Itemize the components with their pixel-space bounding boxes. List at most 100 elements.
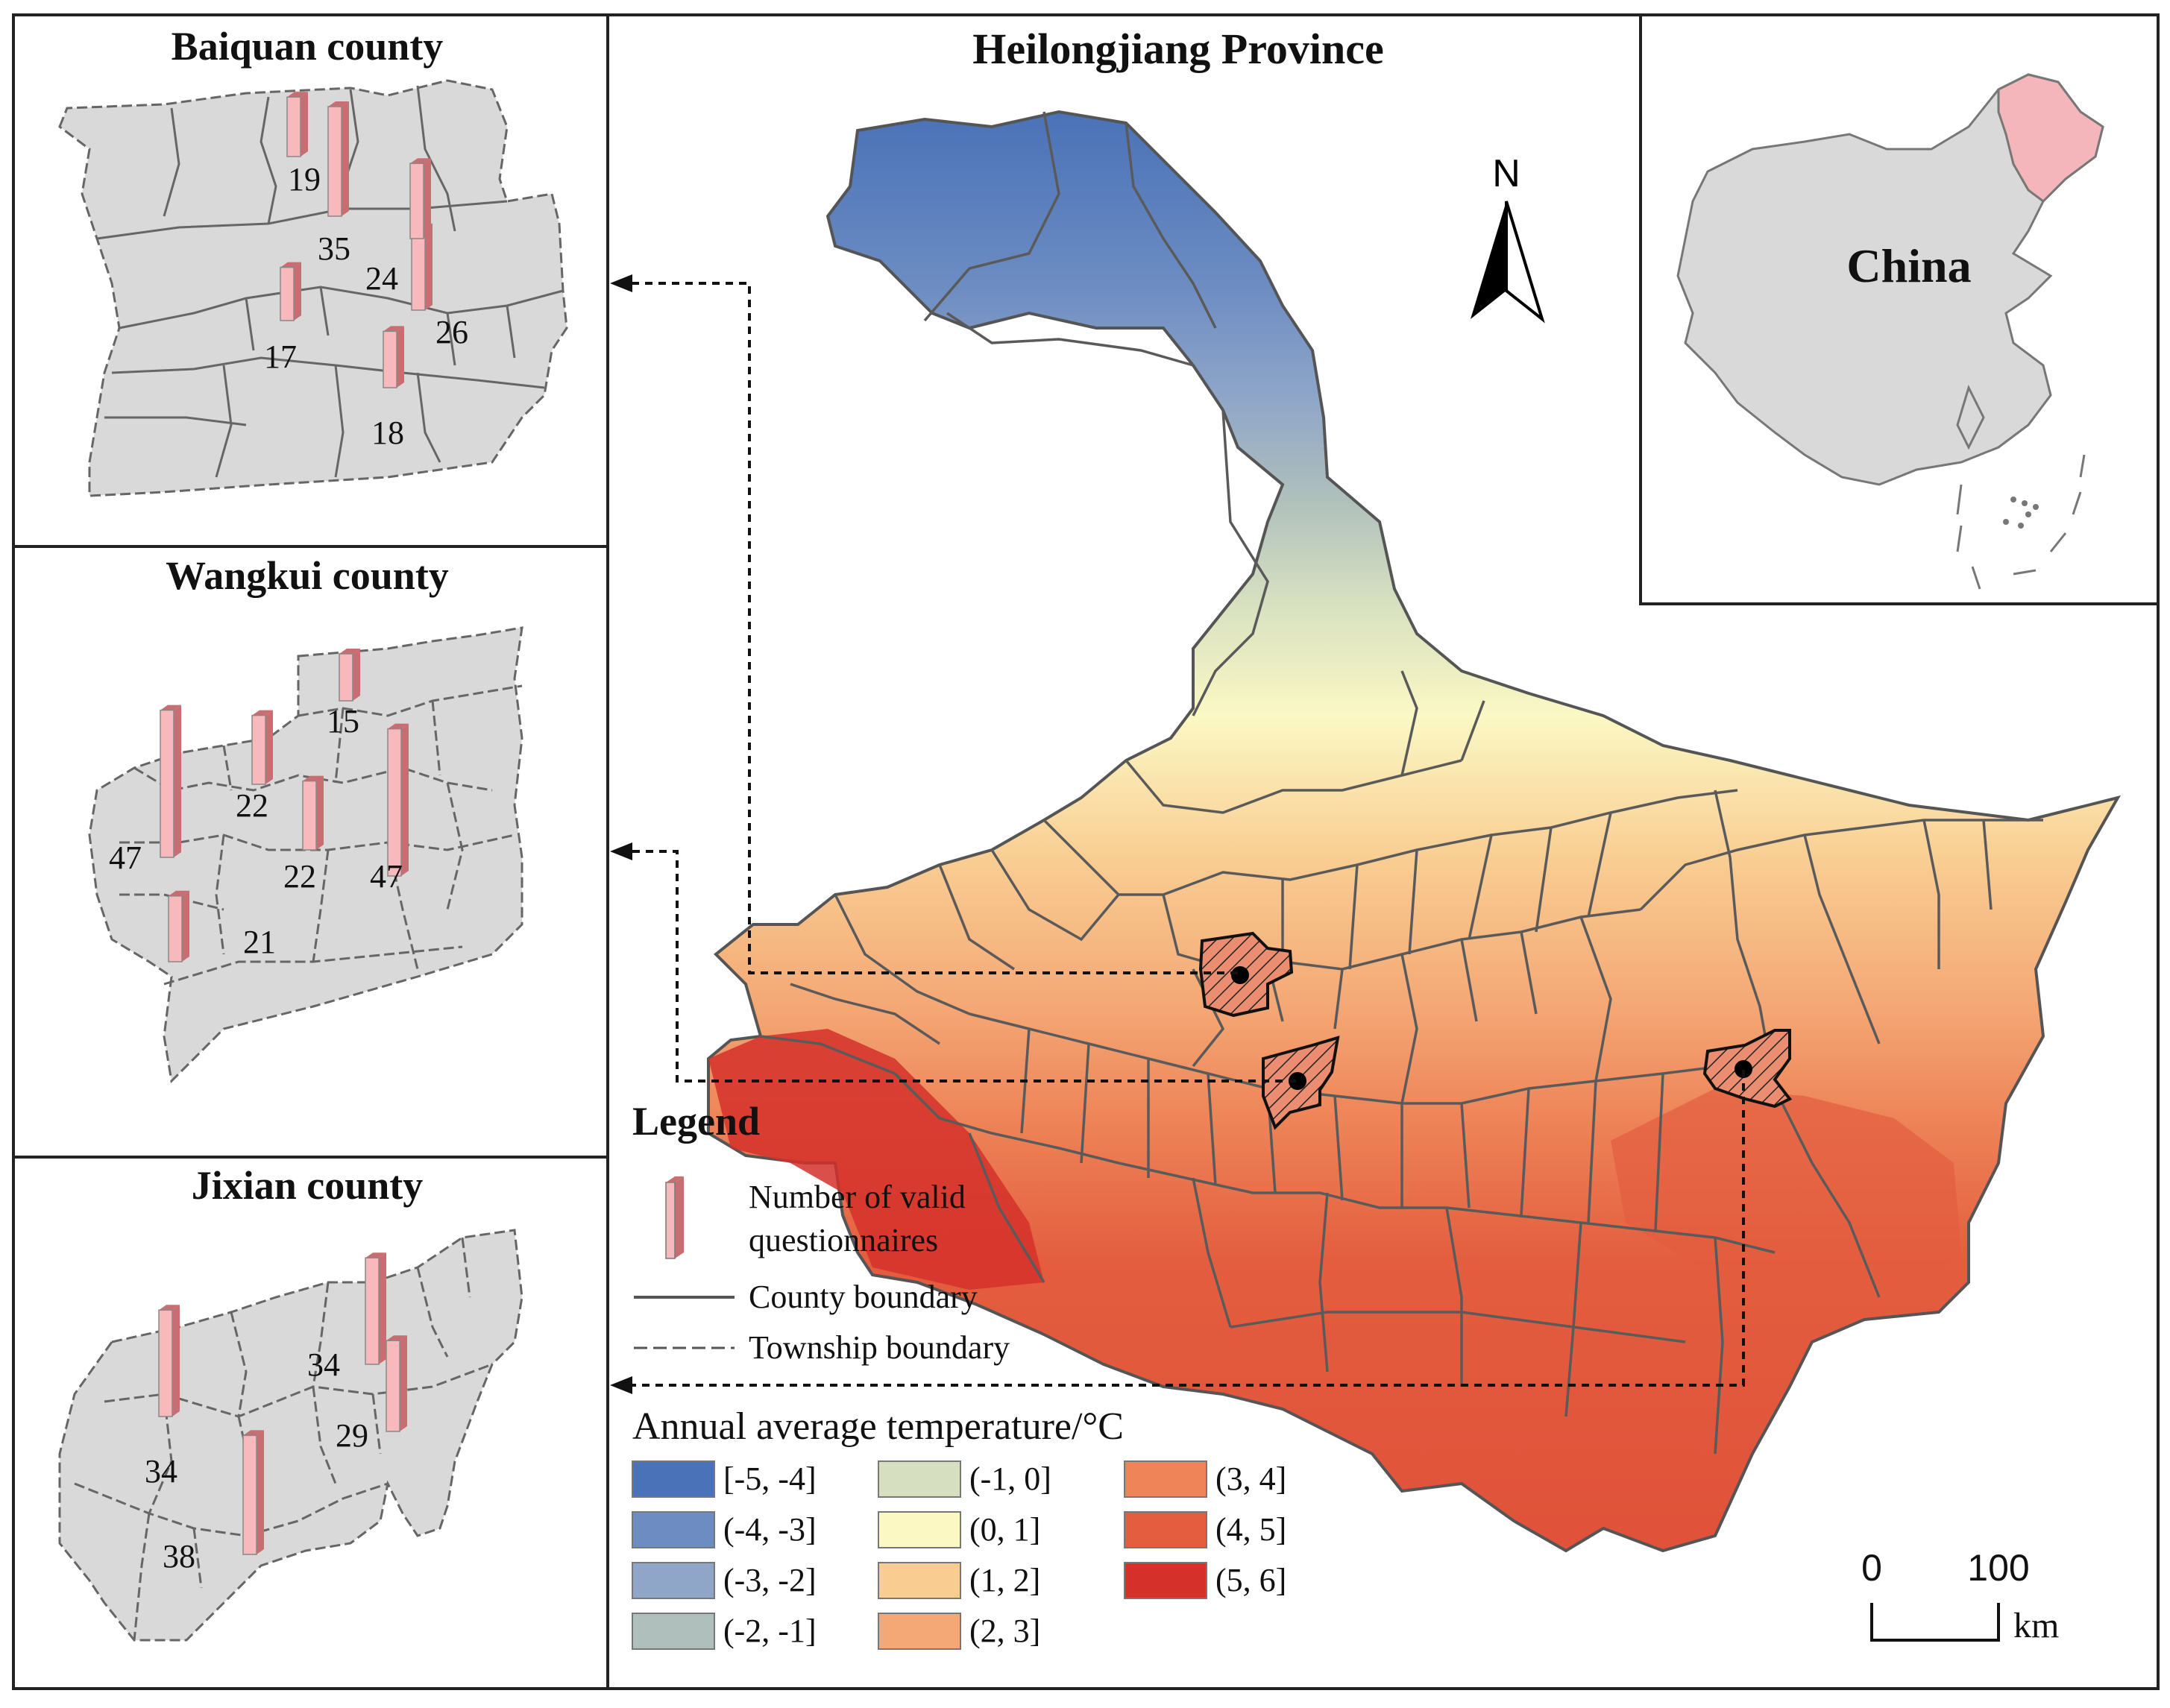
- bar-wangkui-6: 21: [243, 924, 276, 960]
- bar-top: [287, 92, 308, 98]
- bar-shape-2-6: [168, 890, 189, 962]
- bar-face: [302, 780, 317, 851]
- bar-shape-3-1: [365, 1252, 386, 1365]
- bar-side: [342, 101, 349, 216]
- wangkui-panel: Wangkui county 15 22 47 22 47 21: [88, 553, 523, 1084]
- bar-top: [386, 1335, 407, 1341]
- bar-label-jixian-1: 34: [307, 1346, 340, 1383]
- temperature-class-label: (-1, 0]: [969, 1460, 1051, 1497]
- bar-shape-2-5: [387, 723, 409, 877]
- temperature-class-label: (5, 6]: [1215, 1562, 1286, 1598]
- bar-side: [400, 1335, 407, 1431]
- bar-jixian-1: 34: [307, 1346, 340, 1383]
- bar-face: [411, 228, 426, 311]
- bar-top: [328, 101, 349, 107]
- bar-top: [243, 1430, 264, 1436]
- bar-label-wangkui-6: 21: [243, 924, 276, 960]
- bar-side: [353, 649, 360, 701]
- bar-side: [379, 1252, 386, 1364]
- scale-unit: km: [2013, 1606, 2059, 1645]
- legend-bar-label-2: questionnaires: [749, 1222, 938, 1258]
- temperature-class-label: (2, 3]: [969, 1613, 1040, 1649]
- bar-side: [301, 92, 308, 157]
- bar-shape-1-2: [327, 101, 349, 217]
- bar-top: [383, 326, 404, 332]
- bar-jixian-2: 34: [145, 1453, 177, 1490]
- bar-face: [168, 895, 183, 962]
- bar-wangkui-2: 22: [236, 787, 268, 824]
- bar-label-wangkui-4: 22: [283, 858, 316, 895]
- south-sea-dashes: [1956, 454, 2086, 590]
- bar-label-baiquan-1: 19: [288, 161, 321, 198]
- temperature-class: (2, 3]: [878, 1613, 1040, 1650]
- temperature-swatch: [632, 1613, 715, 1650]
- bar-shape-1-1: [286, 92, 308, 157]
- bar-top: [160, 705, 181, 710]
- bar-face: [242, 1434, 257, 1555]
- temperature-swatch: [632, 1511, 715, 1548]
- temperature-class-label: (3, 4]: [1215, 1460, 1286, 1497]
- bar-label-wangkui-5: 47: [370, 858, 403, 895]
- temperature-class-label: [-5, -4]: [723, 1460, 817, 1497]
- bar-face: [386, 1340, 400, 1432]
- jixian-panel: Jixian county 34 34 29 38: [58, 1163, 523, 1642]
- bar-top: [410, 158, 431, 164]
- island-shape: [1956, 384, 1985, 450]
- china-inset: China: [1676, 73, 2104, 590]
- legend-title: Legend: [632, 1099, 760, 1144]
- bar-baiquan-1: 19: [288, 161, 321, 198]
- bar-side: [265, 710, 273, 784]
- bar-label-baiquan-4: 17: [264, 338, 297, 375]
- bar-side: [425, 223, 433, 310]
- temperature-class: (5, 6]: [1124, 1562, 1286, 1599]
- baiquan-title: Baiquan county: [172, 24, 444, 69]
- bar-label-jixian-4: 38: [163, 1538, 195, 1575]
- temperature-class-label: (1, 2]: [969, 1562, 1040, 1598]
- temperature-class: (-3, -2]: [632, 1562, 817, 1599]
- bar-label-wangkui-3: 47: [109, 839, 142, 876]
- legend-bar-label-1: Number of valid: [749, 1179, 966, 1215]
- jixian-title: Jixian county: [192, 1163, 424, 1208]
- bar-shape-1-3: [409, 158, 431, 239]
- jixian-dot: [1735, 1060, 1752, 1078]
- baiquan-panel: Baiquan county 19 35 24 17 26 18: [58, 24, 568, 497]
- bar-wangkui-5: 47: [370, 858, 403, 895]
- wangkui-township-lines: [119, 684, 523, 986]
- jixian-bars: 34 34 29 38: [145, 1252, 407, 1575]
- bar-side: [424, 158, 431, 239]
- bar-top: [252, 710, 273, 716]
- bar-face: [409, 163, 424, 239]
- bar-face: [286, 96, 301, 157]
- jixian-county-shape: [58, 1229, 523, 1642]
- temperature-class-label: (-4, -3]: [723, 1511, 817, 1548]
- bar-wangkui-3: 47: [109, 839, 142, 876]
- scale-bar: 0 100 km: [1861, 1547, 2059, 1645]
- scale-start-label: 0: [1861, 1547, 1882, 1589]
- baiquan-dot: [1231, 966, 1249, 984]
- temperature-swatch: [1124, 1511, 1207, 1548]
- bar-baiquan-3: 24: [365, 260, 398, 297]
- bar-side: [397, 326, 404, 388]
- bar-shape-1-6: [383, 326, 404, 388]
- temperature-class: (0, 1]: [878, 1511, 1040, 1548]
- bar-wangkui-4: 22: [283, 858, 316, 895]
- temperature-class: (-4, -3]: [632, 1511, 817, 1548]
- temperature-class: (-2, -1]: [632, 1613, 817, 1650]
- bar-top: [303, 775, 324, 781]
- wangkui-title: Wangkui county: [166, 553, 449, 598]
- bar-shape-3-3: [386, 1335, 407, 1432]
- bar-face: [251, 714, 266, 785]
- scale-end-label: 100: [1967, 1547, 2029, 1589]
- bar-label-jixian-3: 29: [336, 1417, 368, 1454]
- bar-shape-2-2: [251, 710, 273, 785]
- bar-side: [182, 890, 189, 962]
- bar-face: [327, 106, 342, 217]
- temperature-class: (3, 4]: [1124, 1460, 1286, 1498]
- wangkui-bars: 15 22 47 22 47 21: [109, 649, 409, 962]
- leader-lines: [623, 282, 1745, 1387]
- bar-shape-1-4: [280, 262, 301, 321]
- province-title: Heilongjiang Province: [972, 25, 1384, 73]
- bar-label-jixian-2: 34: [145, 1453, 177, 1490]
- bar-side: [257, 1430, 264, 1554]
